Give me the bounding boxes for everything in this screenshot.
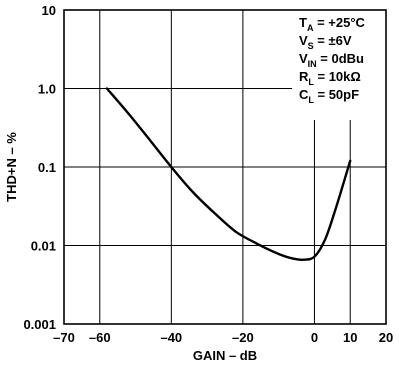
x-axis-label: GAIN – dB xyxy=(193,348,257,363)
tick-labels: –70 –60 –40 –20 0 10 20 10 1.0 0.1 0.01 0.001 xyxy=(23,3,393,345)
condition-value: = ±6V xyxy=(314,33,352,48)
condition-subscript: S xyxy=(308,41,314,51)
gridlines xyxy=(64,10,386,324)
x-tick-label: 20 xyxy=(379,330,393,345)
plot-frame xyxy=(63,9,387,325)
y-tick-label: 0.01 xyxy=(31,239,56,254)
condition-value: = 10kΩ xyxy=(314,69,361,84)
x-tick-label: –40 xyxy=(160,330,182,345)
condition-symbol: V xyxy=(299,33,308,48)
condition-symbol: V xyxy=(299,51,308,66)
condition-symbol: T xyxy=(299,15,307,30)
x-tick-label: –70 xyxy=(53,330,75,345)
condition-subscript: A xyxy=(307,23,314,33)
condition-subscript: IN xyxy=(308,59,317,69)
x-tick-label: –60 xyxy=(89,330,111,345)
condition-symbol: C xyxy=(299,87,309,102)
x-tick-label: 10 xyxy=(343,330,357,345)
condition-value: = 50pF xyxy=(314,87,359,102)
condition-line: VIN = 0dBu xyxy=(299,51,364,69)
condition-line: TA = +25°C xyxy=(299,15,366,33)
condition-symbol: R xyxy=(299,69,309,84)
thd-curve xyxy=(105,87,352,261)
condition-line: CL = 50pF xyxy=(299,87,359,105)
y-tick-label: 10 xyxy=(42,3,56,18)
condition-line: VS = ±6V xyxy=(299,33,352,51)
condition-subscript: L xyxy=(308,95,314,105)
y-tick-label: 0.001 xyxy=(23,317,56,332)
y-tick-label: 1.0 xyxy=(38,82,56,97)
x-tick-label: –20 xyxy=(232,330,254,345)
condition-value: = 0dBu xyxy=(317,51,364,66)
y-tick-label: 0.1 xyxy=(38,160,56,175)
condition-value: = +25°C xyxy=(313,15,365,30)
condition-line: RL = 10kΩ xyxy=(299,69,361,87)
x-tick-label: 0 xyxy=(311,330,318,345)
y-axis-label: THD+N – % xyxy=(4,132,19,202)
condition-subscript: L xyxy=(308,77,314,87)
